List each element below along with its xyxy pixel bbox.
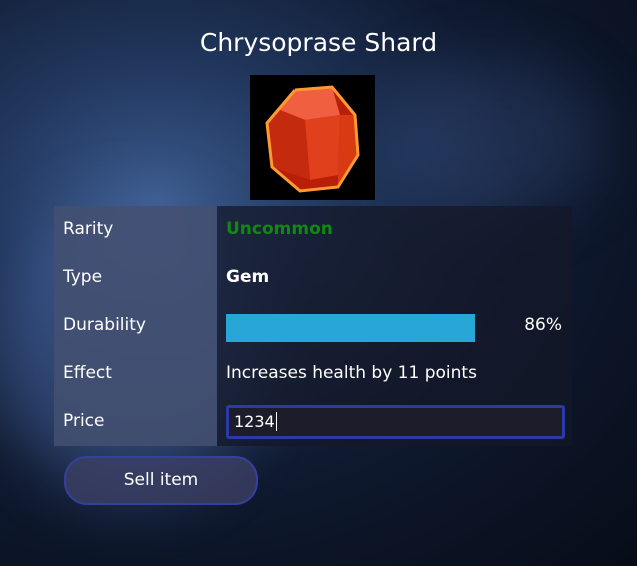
type-row: Type Gem (54, 254, 572, 302)
price-label: Price (63, 411, 105, 431)
sell-item-button[interactable]: Sell item (64, 456, 258, 505)
rarity-value: Uncommon (226, 219, 333, 239)
type-label: Type (63, 267, 103, 287)
rarity-row: Rarity Uncommon (54, 206, 572, 254)
effect-label: Effect (63, 363, 112, 383)
red-gem-icon (250, 75, 375, 200)
item-stats-table: Rarity Uncommon Type Gem Durability 86% … (54, 206, 572, 446)
durability-row: Durability 86% (54, 302, 572, 350)
text-cursor (275, 412, 277, 431)
price-row: Price 1234 (54, 398, 572, 446)
effect-value: Increases health by 11 points (226, 363, 477, 383)
durability-percent: 86% (524, 315, 562, 335)
item-title: Chrysoprase Shard (199, 28, 438, 57)
price-input-value: 1234 (234, 412, 275, 431)
durability-bar-fill (226, 314, 476, 342)
price-input[interactable]: 1234 (226, 405, 565, 439)
nebula-background (380, 60, 600, 220)
type-value: Gem (226, 267, 270, 287)
durability-label: Durability (63, 315, 146, 335)
durability-bar (226, 314, 516, 342)
effect-row: Effect Increases health by 11 points (54, 350, 572, 398)
rarity-label: Rarity (63, 219, 114, 239)
